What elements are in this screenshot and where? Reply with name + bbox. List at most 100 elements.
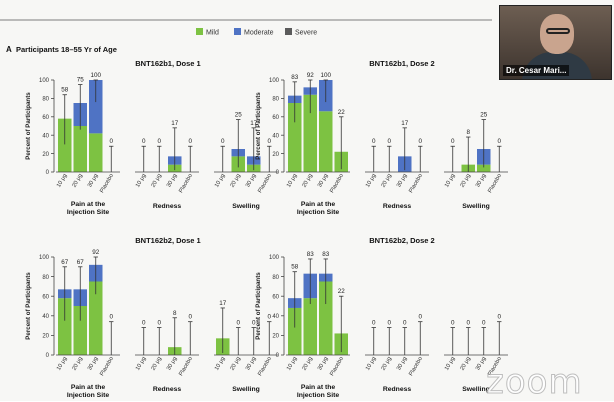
group-label: Pain at the bbox=[71, 201, 106, 208]
group-label: Injection Site bbox=[297, 209, 340, 216]
x-tick-label: 20 μg bbox=[150, 173, 163, 189]
data-label: 0 bbox=[142, 320, 146, 327]
data-label: 0 bbox=[387, 320, 391, 327]
x-tick-label: 10 μg bbox=[135, 356, 148, 372]
y-tick-label: 0 bbox=[276, 170, 280, 176]
y-tick-label: 0 bbox=[46, 353, 50, 359]
group-label: Injection Site bbox=[67, 392, 110, 399]
x-tick-label: Placebo bbox=[178, 356, 194, 377]
chart-title: BNT162b1, Dose 2 bbox=[369, 59, 434, 68]
data-label: 0 bbox=[188, 314, 192, 321]
y-tick-label: 60 bbox=[272, 115, 279, 121]
x-tick-label: 20 μg bbox=[229, 173, 242, 189]
x-tick-label: 30 μg bbox=[475, 173, 488, 189]
x-tick-label: Placebo bbox=[178, 173, 194, 194]
x-tick-label: 20 μg bbox=[459, 356, 472, 372]
data-label: 17 bbox=[171, 120, 179, 127]
chart-title: BNT162b2, Dose 1 bbox=[135, 236, 200, 245]
bar-segment-mild bbox=[89, 281, 103, 355]
data-label: 92 bbox=[307, 72, 315, 79]
legend-swatch bbox=[234, 28, 241, 35]
x-tick-label: 30 μg bbox=[166, 173, 179, 189]
data-label: 83 bbox=[291, 74, 299, 81]
y-tick-label: 100 bbox=[39, 78, 50, 84]
x-tick-label: 10 μg bbox=[56, 356, 69, 372]
x-tick-label: Placebo bbox=[408, 173, 424, 194]
y-tick-label: 60 bbox=[42, 294, 49, 300]
group-label: Injection Site bbox=[67, 209, 110, 216]
y-tick-label: 100 bbox=[269, 78, 280, 84]
y-tick-label: 40 bbox=[272, 314, 279, 320]
x-tick-label: 30 μg bbox=[396, 173, 409, 189]
x-tick-label: 20 μg bbox=[301, 173, 314, 189]
data-label: 8 bbox=[173, 310, 177, 317]
x-tick-label: 10 μg bbox=[214, 173, 227, 189]
data-label: 25 bbox=[235, 112, 243, 119]
x-tick-label: 30 μg bbox=[245, 173, 258, 189]
y-tick-label: 20 bbox=[42, 334, 49, 340]
data-label: 0 bbox=[372, 138, 376, 145]
bar-segment-mild bbox=[319, 111, 333, 172]
legend-label: Mild bbox=[206, 30, 219, 37]
data-label: 0 bbox=[267, 314, 271, 321]
data-label: 22 bbox=[338, 288, 346, 295]
data-label: 0 bbox=[387, 138, 391, 145]
x-tick-label: 20 μg bbox=[380, 173, 393, 189]
data-label: 58 bbox=[291, 264, 299, 271]
data-label: 17 bbox=[401, 120, 409, 127]
y-axis-title: Percent of Participants bbox=[25, 92, 32, 160]
data-label: 0 bbox=[109, 314, 113, 321]
x-tick-label: Placebo bbox=[99, 356, 115, 377]
x-tick-label: 20 μg bbox=[71, 173, 84, 189]
chart-panel: BNT162b1, Dose 1 0 20 40 60 80 100 Percent of P… bbox=[25, 59, 278, 216]
data-label: 75 bbox=[77, 77, 85, 84]
x-tick-label: 30 μg bbox=[317, 173, 330, 189]
y-tick-label: 100 bbox=[39, 255, 50, 261]
data-label: 67 bbox=[61, 259, 69, 266]
section-title: Participants 18–55 Yr of Age bbox=[16, 45, 117, 54]
x-tick-label: 10 μg bbox=[286, 356, 299, 372]
legend-swatch bbox=[285, 28, 292, 35]
group-label: Injection Site bbox=[297, 392, 340, 399]
legend-label: Moderate bbox=[244, 30, 274, 37]
y-tick-label: 100 bbox=[269, 255, 280, 261]
x-tick-label: 20 μg bbox=[380, 356, 393, 372]
data-label: 22 bbox=[338, 109, 346, 116]
group-label: Swelling bbox=[232, 386, 260, 393]
data-label: 0 bbox=[236, 320, 240, 327]
data-label: 8 bbox=[466, 129, 470, 136]
group-label: Redness bbox=[383, 386, 412, 393]
y-tick-label: 80 bbox=[42, 275, 49, 281]
group-label: Swelling bbox=[462, 386, 490, 393]
bar-segment-moderate bbox=[89, 80, 103, 134]
participant-name: Dr. Cesar Mari... bbox=[503, 65, 570, 76]
y-tick-label: 20 bbox=[272, 152, 279, 158]
data-label: 0 bbox=[142, 138, 146, 145]
y-tick-label: 40 bbox=[272, 133, 279, 139]
x-tick-label: 10 μg bbox=[365, 356, 378, 372]
person-face bbox=[540, 14, 574, 54]
data-label: 0 bbox=[267, 138, 271, 145]
bar-segment-mild bbox=[477, 164, 491, 172]
data-label: 0 bbox=[418, 138, 422, 145]
bar-segment-mild bbox=[303, 94, 317, 172]
data-label: 0 bbox=[403, 320, 407, 327]
y-tick-label: 80 bbox=[272, 97, 279, 103]
x-tick-label: 20 μg bbox=[71, 356, 84, 372]
bar-segment-mild bbox=[73, 126, 87, 172]
group-label: Pain at the bbox=[301, 384, 336, 391]
y-axis-title: Percent of Participants bbox=[255, 272, 262, 340]
data-label: 100 bbox=[320, 72, 331, 79]
x-tick-label: 30 μg bbox=[87, 356, 100, 372]
data-label: 83 bbox=[307, 251, 315, 258]
x-tick-label: 10 μg bbox=[214, 356, 227, 372]
y-tick-label: 0 bbox=[276, 353, 280, 359]
participant-video-tile[interactable]: Dr. Cesar Mari... bbox=[499, 5, 612, 80]
x-tick-label: 20 μg bbox=[459, 173, 472, 189]
y-tick-label: 80 bbox=[272, 275, 279, 281]
data-label: 58 bbox=[61, 87, 69, 94]
data-label: 92 bbox=[92, 249, 100, 256]
